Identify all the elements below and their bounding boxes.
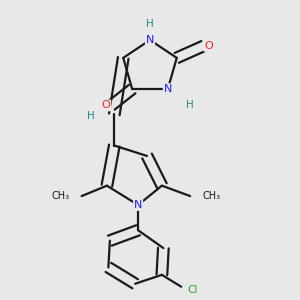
Text: H: H	[146, 19, 154, 29]
Text: N: N	[164, 84, 172, 94]
Text: CH₃: CH₃	[52, 191, 70, 201]
Text: N: N	[134, 200, 142, 210]
Text: N: N	[146, 35, 154, 45]
Text: O: O	[205, 41, 213, 51]
Text: CH₃: CH₃	[202, 191, 220, 201]
Text: O: O	[102, 100, 110, 110]
Text: Cl: Cl	[187, 285, 197, 295]
Text: H: H	[87, 111, 94, 121]
Text: H: H	[186, 100, 194, 110]
